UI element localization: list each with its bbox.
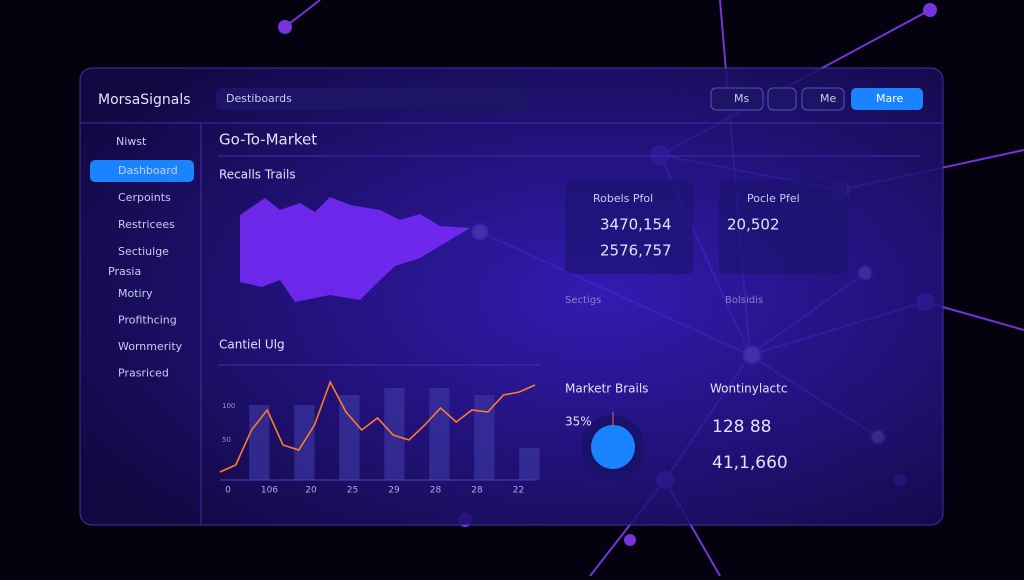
x-label: 106 bbox=[261, 486, 278, 496]
x-label: 29 bbox=[388, 486, 400, 496]
bar bbox=[519, 448, 540, 480]
menu-button[interactable] bbox=[767, 87, 797, 111]
nav-item[interactable]: Cerpoints bbox=[118, 191, 171, 204]
donut bbox=[591, 425, 635, 469]
card-title: Robels Pfol bbox=[593, 192, 653, 205]
x-label: 22 bbox=[513, 486, 524, 496]
card bbox=[565, 180, 693, 274]
panel bbox=[79, 67, 944, 526]
button[interactable] bbox=[801, 87, 845, 111]
card-title: Pocle Pfel bbox=[747, 192, 800, 205]
page-title: Go-To-Market bbox=[219, 131, 317, 149]
search-box[interactable] bbox=[216, 88, 528, 110]
y-label: 50 bbox=[222, 436, 231, 444]
card-value: 2576,757 bbox=[600, 242, 672, 260]
button[interactable] bbox=[710, 87, 764, 111]
x-label: 0 bbox=[225, 486, 231, 496]
nav-item: Prasriced bbox=[118, 367, 169, 380]
card-foot: Bolsidis bbox=[725, 295, 763, 306]
bar bbox=[249, 405, 270, 480]
sidebar-section: Prasia bbox=[108, 265, 141, 278]
nav-item[interactable]: Restricees bbox=[118, 218, 175, 231]
nav-item[interactable]: Sectiulge bbox=[118, 245, 169, 258]
x-label: 25 bbox=[347, 486, 358, 496]
brand: MorsaSignals bbox=[98, 92, 191, 108]
bar bbox=[384, 388, 405, 480]
nav-item[interactable]: Dashboard bbox=[118, 164, 178, 177]
bar bbox=[474, 395, 495, 480]
stat-value: 41,1,660 bbox=[712, 453, 788, 473]
card bbox=[719, 180, 847, 274]
y-label: 100 bbox=[222, 402, 235, 410]
trend-line bbox=[219, 380, 536, 473]
card-foot: Sectigs bbox=[565, 295, 601, 306]
section-title: Wontinylactc bbox=[710, 382, 787, 396]
search-text: Destiboards bbox=[226, 92, 292, 105]
bar bbox=[339, 395, 360, 480]
nav-item: Motiry bbox=[118, 287, 153, 300]
x-label: 28 bbox=[430, 486, 442, 496]
bar bbox=[429, 388, 450, 480]
nav-item: Profithcing bbox=[118, 314, 177, 327]
nav-active[interactable] bbox=[90, 160, 194, 182]
button-label: Me bbox=[820, 92, 836, 105]
x-label: 20 bbox=[305, 486, 317, 496]
stat-value: 128 88 bbox=[712, 417, 771, 437]
section-title: Marketr Brails bbox=[565, 382, 648, 396]
button-label: Mare bbox=[876, 92, 904, 105]
sidebar-heading: Niwst bbox=[116, 135, 147, 148]
button-label: Ms bbox=[734, 92, 749, 105]
card-value: 3470,154 bbox=[600, 216, 672, 234]
x-label: 28 bbox=[471, 486, 483, 496]
section-title: Recalls Trails bbox=[219, 168, 296, 182]
section-title: Cantiel Ulg bbox=[219, 338, 285, 352]
primary-button[interactable] bbox=[851, 88, 923, 110]
nav-item: Wornmerity bbox=[118, 340, 183, 353]
card-value: 20,502 bbox=[727, 216, 780, 234]
percent: 35% bbox=[565, 415, 592, 429]
area-shape bbox=[240, 197, 470, 302]
